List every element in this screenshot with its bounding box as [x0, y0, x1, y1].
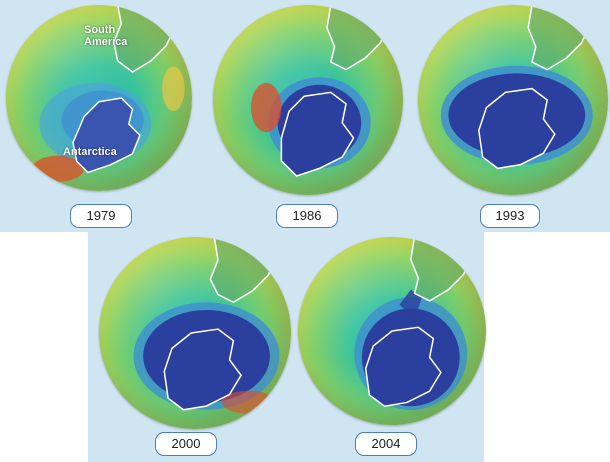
ozone-map-2004 [354, 237, 486, 410]
year-label-1979: 1979 [70, 204, 132, 228]
globe-2000 [99, 237, 291, 429]
globe-2004 [298, 237, 486, 425]
year-label-2004: 2004 [355, 432, 417, 456]
ozone-map-1986 [251, 5, 403, 177]
ozone-map-2000 [133, 237, 291, 414]
globe-1993 [418, 5, 608, 195]
ozone-map-1979 [32, 5, 192, 182]
globe-1979 [6, 5, 192, 191]
year-label-2000: 2000 [155, 432, 217, 456]
globe-1986 [213, 5, 403, 195]
year-label-1986: 1986 [276, 204, 338, 228]
antarctica-label: Antarctica [63, 146, 117, 158]
south-america-label: South America [84, 24, 128, 48]
ozone-map-1993 [440, 5, 608, 170]
year-label-1993: 1993 [480, 204, 540, 228]
